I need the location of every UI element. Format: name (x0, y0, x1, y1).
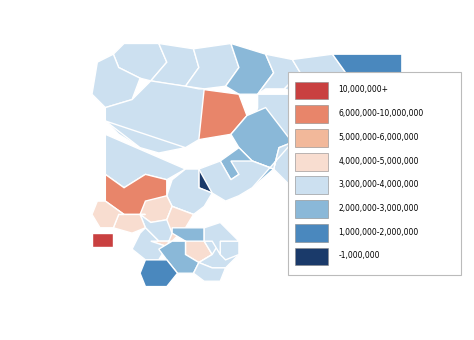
Polygon shape (231, 107, 292, 169)
Polygon shape (105, 174, 167, 215)
Polygon shape (199, 241, 220, 262)
Text: 10,000,000+: 10,000,000+ (338, 85, 388, 95)
Bar (295, 248, 328, 265)
Polygon shape (167, 169, 212, 215)
Polygon shape (220, 241, 239, 260)
Text: 3,000,000-4,000,000: 3,000,000-4,000,000 (338, 180, 419, 189)
Polygon shape (151, 206, 193, 246)
Text: -1,000,000: -1,000,000 (338, 251, 380, 260)
Polygon shape (140, 260, 177, 287)
Text: 5,000,000-6,000,000: 5,000,000-6,000,000 (338, 133, 419, 142)
Polygon shape (252, 94, 327, 142)
Polygon shape (132, 228, 167, 260)
Text: 6,000,000-10,000,000: 6,000,000-10,000,000 (338, 109, 424, 118)
Polygon shape (185, 241, 212, 262)
Polygon shape (220, 148, 273, 188)
Polygon shape (284, 54, 346, 94)
Text: 2,000,000-3,000,000: 2,000,000-3,000,000 (338, 204, 419, 213)
Bar (295, 153, 328, 170)
Polygon shape (319, 107, 402, 180)
Polygon shape (185, 44, 239, 89)
Polygon shape (151, 44, 199, 86)
Bar (295, 129, 328, 147)
FancyBboxPatch shape (288, 72, 461, 275)
Polygon shape (185, 89, 247, 140)
Polygon shape (193, 262, 226, 281)
Bar (295, 82, 328, 99)
Bar (295, 176, 328, 194)
Polygon shape (199, 142, 292, 201)
Bar (295, 224, 328, 242)
Polygon shape (140, 196, 172, 222)
Polygon shape (159, 241, 199, 273)
Polygon shape (140, 206, 193, 241)
Polygon shape (113, 44, 167, 81)
Polygon shape (257, 54, 301, 94)
Text: 4,000,000-5,000,000: 4,000,000-5,000,000 (338, 156, 419, 166)
Polygon shape (273, 126, 332, 188)
Polygon shape (319, 54, 402, 121)
Polygon shape (199, 241, 239, 268)
Polygon shape (105, 81, 204, 153)
Bar (295, 105, 328, 123)
Bar (295, 200, 328, 218)
Polygon shape (199, 161, 231, 193)
Polygon shape (105, 121, 185, 188)
Polygon shape (92, 201, 124, 228)
Polygon shape (204, 222, 239, 255)
Polygon shape (226, 44, 273, 94)
Text: 1,000,000-2,000,000: 1,000,000-2,000,000 (338, 228, 419, 237)
Polygon shape (92, 54, 140, 107)
Polygon shape (113, 215, 146, 233)
Polygon shape (292, 94, 332, 142)
Polygon shape (172, 228, 204, 249)
Polygon shape (92, 233, 113, 246)
